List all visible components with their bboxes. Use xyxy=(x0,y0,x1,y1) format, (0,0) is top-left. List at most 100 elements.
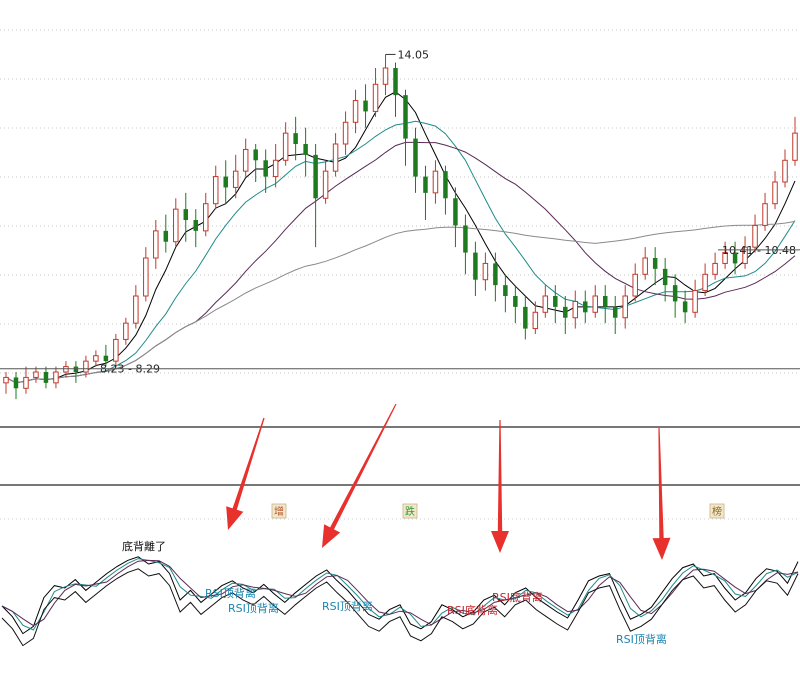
rsi-line-2 xyxy=(1,558,799,631)
candle-body-up xyxy=(632,273,638,297)
candle-body-up xyxy=(272,159,279,178)
pointer-arrows xyxy=(226,403,671,560)
candle-body-up xyxy=(212,176,219,205)
signal-badge-text: 增 xyxy=(274,505,284,518)
candle-body-up xyxy=(3,376,9,384)
candle-body-down xyxy=(493,263,498,286)
candle-body-up xyxy=(642,257,648,275)
candle-body-down xyxy=(193,220,199,231)
candle-body-up xyxy=(202,203,209,232)
candle-body-up xyxy=(143,257,149,297)
red-arrow xyxy=(652,428,671,560)
candlesticks xyxy=(3,54,798,400)
signal-badge-box xyxy=(402,503,418,519)
candle-body-up xyxy=(702,273,708,292)
candle-body-down xyxy=(403,95,408,139)
candle-body-down xyxy=(553,296,558,307)
candle-body-down xyxy=(363,100,368,112)
candle-body-down xyxy=(732,252,738,264)
candle-body-up xyxy=(692,290,698,313)
candle-body-up xyxy=(173,208,179,243)
candle-body-down xyxy=(463,225,468,253)
candle-body-down xyxy=(183,209,189,220)
price-labels: 14.05 8.23 - 8.29 10.41 - 10.48 xyxy=(0,48,800,376)
moving-average-lines xyxy=(5,91,796,384)
candle-body-up xyxy=(572,300,579,319)
high-price-label: 14.05 xyxy=(398,48,430,61)
rsi-divergence-label: RSI顶背离 xyxy=(205,586,256,600)
ma-line-ma20 xyxy=(5,141,796,384)
candle-body-up xyxy=(93,355,99,362)
ma-line-ma10 xyxy=(5,120,796,384)
candle-body-up xyxy=(342,121,349,145)
rsi-divergence-label: RSI顶背离 xyxy=(322,599,373,613)
rsi-lines xyxy=(1,556,799,647)
candle-body-up xyxy=(123,322,129,340)
candle-body-up xyxy=(622,295,628,319)
rsi-line-1 xyxy=(1,556,799,635)
candle-body-up xyxy=(432,170,439,194)
candle-body-up xyxy=(782,159,788,183)
candle-body-down xyxy=(473,252,478,280)
candle-body-up xyxy=(133,295,139,324)
candle-body-down xyxy=(453,198,458,226)
candle-body-down xyxy=(523,306,528,329)
signal-badge-box xyxy=(271,503,287,519)
candle-body-down xyxy=(73,366,79,372)
candle-body-down xyxy=(513,296,518,307)
rsi-divergence-label: RSI底背离 xyxy=(492,590,543,604)
red-arrow xyxy=(491,420,509,553)
ma-line-ma60 xyxy=(5,220,796,384)
rsi-divergence-label: RSI顶背离 xyxy=(616,632,667,646)
candle-body-down xyxy=(503,285,508,296)
candle-body-down xyxy=(43,372,49,383)
candle-body-down xyxy=(13,377,19,389)
candle-body-up xyxy=(752,224,758,248)
candle-body-up xyxy=(113,338,119,362)
candle-body-up xyxy=(742,246,748,264)
candle-body-up xyxy=(332,143,339,172)
candle-body-down xyxy=(423,176,428,193)
signal-badge-text: 榜 xyxy=(712,505,722,518)
candle-body-up xyxy=(532,311,539,330)
rsi-garbled-label: 底背離了 xyxy=(122,539,166,553)
candle-body-up xyxy=(762,203,768,226)
candle-body-down xyxy=(682,301,688,313)
candle-body-up xyxy=(372,83,379,112)
candle-body-up xyxy=(772,181,778,205)
rsi-line-lower xyxy=(1,568,799,647)
candle-body-down xyxy=(602,296,608,307)
candle-body-down xyxy=(612,306,618,318)
candle-body-down xyxy=(563,306,568,318)
candle-body-down xyxy=(103,355,109,362)
candle-body-up xyxy=(242,148,249,172)
candle-body-up xyxy=(83,360,89,373)
candle-body-up xyxy=(282,132,289,161)
candle-body-up xyxy=(53,371,59,384)
price-gridlines xyxy=(0,29,800,374)
candle-body-down xyxy=(443,171,448,199)
candle-body-up xyxy=(63,366,69,373)
candle-body-up xyxy=(382,67,389,85)
candle-body-down xyxy=(662,268,668,286)
candle-body-down xyxy=(393,68,398,96)
candle-body-down xyxy=(672,285,678,302)
rsi-divergence-label: RSI顶背离 xyxy=(228,601,279,615)
candle-body-down xyxy=(263,160,268,177)
candle-body-down xyxy=(293,133,298,144)
candle-body-down xyxy=(652,258,658,269)
panel-separators xyxy=(0,426,800,520)
candle-body-down xyxy=(253,149,258,161)
candle-body-up xyxy=(482,262,489,281)
candle-body-up xyxy=(792,132,798,161)
candle-body-down xyxy=(303,144,308,155)
signal-badge-box xyxy=(709,503,725,519)
signal-badges: 增跌榜 xyxy=(271,503,725,519)
candle-body-up xyxy=(153,230,159,259)
resistance-range-label: 10.41 - 10.48 xyxy=(722,244,796,257)
red-arrow xyxy=(226,417,265,530)
candle-body-down xyxy=(313,154,318,199)
candle-body-down xyxy=(163,230,169,242)
